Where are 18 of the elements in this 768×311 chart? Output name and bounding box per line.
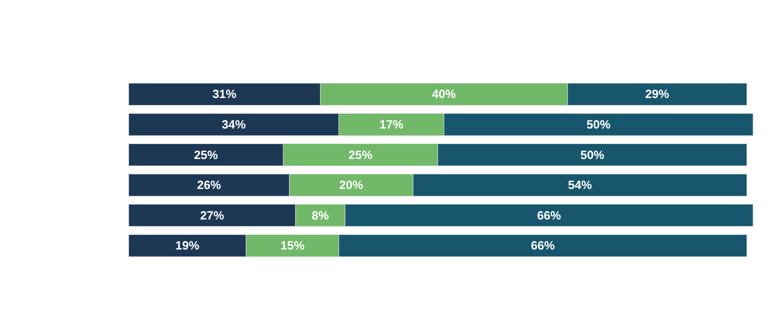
data-label: 34%: [222, 118, 246, 132]
data-label: 50%: [586, 118, 611, 132]
data-label: 66%: [537, 208, 562, 222]
data-label: 50%: [580, 148, 605, 162]
data-label: 8%: [312, 208, 330, 222]
data-label: 26%: [197, 178, 222, 192]
data-label: 20%: [339, 178, 364, 192]
data-label: 66%: [530, 238, 556, 253]
data-label: 15%: [280, 238, 305, 253]
data-label: 25%: [194, 148, 218, 162]
data-label: 19%: [175, 238, 200, 253]
data-label: 27%: [200, 208, 224, 222]
data-label: 40%: [432, 87, 456, 102]
data-label: 25%: [348, 148, 373, 162]
data-label: 17%: [379, 118, 404, 132]
data-label: 31%: [212, 87, 237, 102]
data-label: 54%: [568, 178, 592, 192]
data-label: 29%: [645, 87, 670, 102]
